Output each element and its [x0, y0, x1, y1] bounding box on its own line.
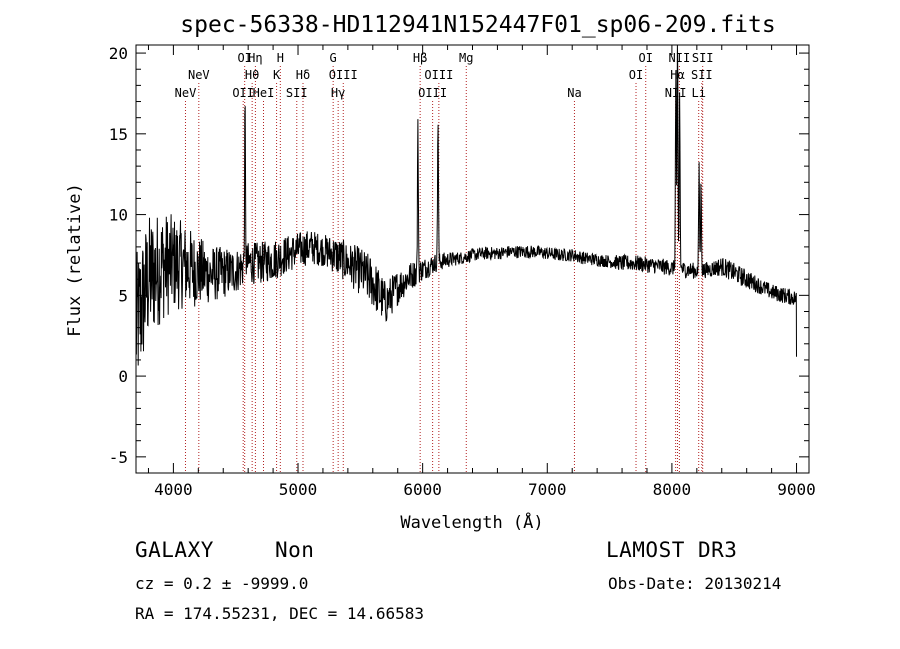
chart-title: spec-56338-HD112941N152447F01_sp06-209.f… — [180, 12, 775, 38]
sky-coordinates: RA = 174.55231, DEC = 14.66583 — [135, 604, 424, 623]
line-label: OIII — [418, 86, 447, 100]
line-label: NII — [669, 51, 691, 65]
line-label: H — [277, 51, 284, 65]
x-tick-label: 7000 — [528, 480, 567, 499]
line-label: OIII — [424, 68, 453, 82]
x-tick-label: 4000 — [154, 480, 193, 499]
line-label: SII — [691, 68, 713, 82]
line-label: Mg — [459, 51, 473, 65]
object-subclass: Non — [275, 538, 315, 562]
line-label: Hη — [248, 51, 262, 65]
spectrum-line — [135, 45, 797, 417]
line-label: OI — [639, 51, 653, 65]
object-class: GALAXY — [135, 538, 214, 562]
spectrum-series — [135, 45, 797, 417]
x-tick-label: 6000 — [403, 480, 442, 499]
line-label: SII — [286, 86, 308, 100]
line-label: NeV — [188, 68, 210, 82]
line-label: Hγ — [331, 86, 345, 100]
y-tick-label: 10 — [109, 206, 128, 225]
redshift-cz: cz = 0.2 ± -9999.0 — [135, 574, 309, 593]
spectral-line-markers — [184, 66, 704, 473]
line-label: Li — [691, 86, 705, 100]
line-label: G — [330, 51, 337, 65]
x-tick-label: 8000 — [653, 480, 692, 499]
line-label: Na — [567, 86, 581, 100]
axis-ticks: 4000 5000 6000 7000 8000 9000 -5 0 5 10 15 20 — [109, 44, 816, 499]
line-label: K — [273, 68, 281, 82]
y-tick-label: -5 — [109, 448, 128, 467]
line-label: SII — [692, 51, 714, 65]
y-axis-label: Flux (relative) — [65, 183, 85, 337]
x-tick-label: 9000 — [777, 480, 816, 499]
y-tick-label: 0 — [118, 367, 128, 386]
observation-date: Obs-Date: 20130214 — [608, 574, 782, 593]
line-label: OII — [232, 86, 254, 100]
x-axis-label: Wavelength (Å) — [400, 511, 543, 533]
line-label: Hθ — [245, 68, 259, 82]
line-label: NeV — [175, 86, 197, 100]
y-tick-label: 5 — [118, 286, 128, 305]
x-tick-label: 5000 — [279, 480, 318, 499]
line-label: Hβ — [413, 51, 427, 65]
line-label: HeI — [253, 86, 275, 100]
line-label: OI — [237, 51, 251, 65]
y-tick-label: 15 — [109, 125, 128, 144]
line-label: OIII — [329, 68, 358, 82]
y-tick-label: 20 — [109, 44, 128, 63]
line-label: OI — [629, 68, 643, 82]
survey-name: LAMOST DR3 — [606, 538, 738, 562]
line-label: Hδ — [296, 68, 310, 82]
